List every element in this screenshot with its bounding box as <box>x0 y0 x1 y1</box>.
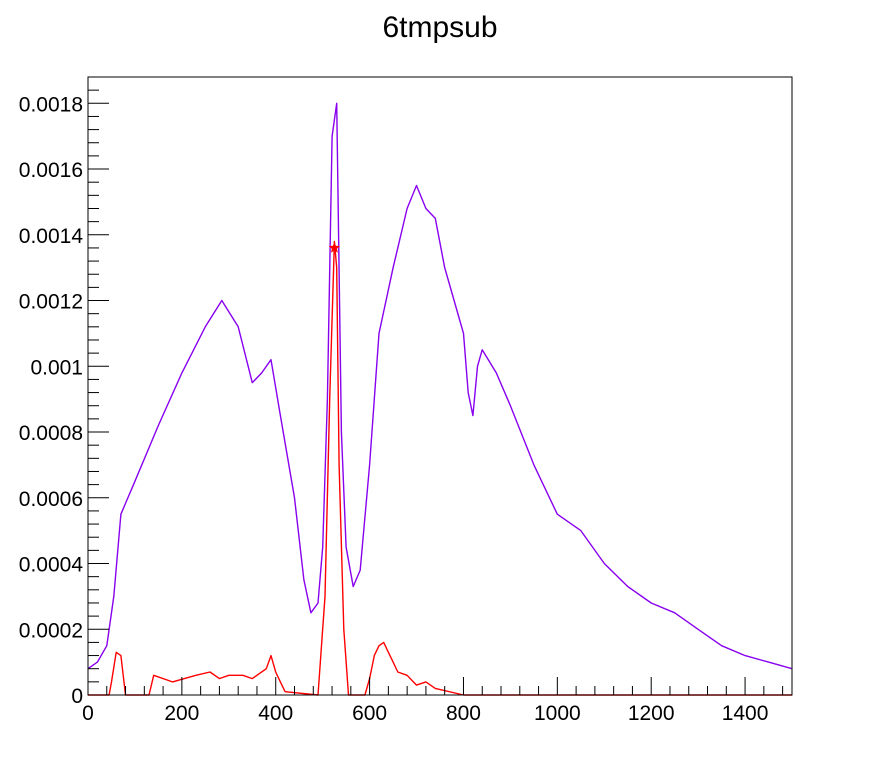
y-tick-label: 0.0014 <box>19 225 84 248</box>
x-tick-label: 600 <box>352 702 387 725</box>
axis-layer: 0 200 400 600 800 1000 1200 1400 0 0.0002 0.0004 0.… <box>19 76 784 725</box>
plot-layer <box>87 102 793 696</box>
y-tick-label: 0 <box>71 685 83 708</box>
x-tick-label: 1400 <box>722 702 769 725</box>
y-tick-label: 0.0008 <box>19 422 83 445</box>
x-tick-label: 800 <box>446 702 481 725</box>
star-marker-0 <box>328 241 341 253</box>
y-tick-label: 0.0004 <box>19 554 84 577</box>
x-tick-label: 200 <box>164 702 199 725</box>
x-tick-label: 1000 <box>534 702 581 725</box>
x-tick-label: 400 <box>258 702 293 725</box>
x-tick-label: 0 <box>82 702 94 725</box>
y-tick-label: 0.0016 <box>19 159 83 182</box>
y-tick-label: 0.0012 <box>19 291 83 314</box>
chart-title: 6tmpsub <box>382 11 497 44</box>
y-tick-label: 0.0006 <box>19 488 83 511</box>
series-line-0 <box>87 102 793 670</box>
y-tick-label: 0.001 <box>30 356 83 379</box>
y-tick-label: 0.0018 <box>19 93 83 116</box>
plot-frame <box>87 76 793 696</box>
x-tick-label: 1200 <box>628 702 675 725</box>
series-line-1 <box>88 240 792 696</box>
y-tick-label: 0.0002 <box>19 619 83 642</box>
